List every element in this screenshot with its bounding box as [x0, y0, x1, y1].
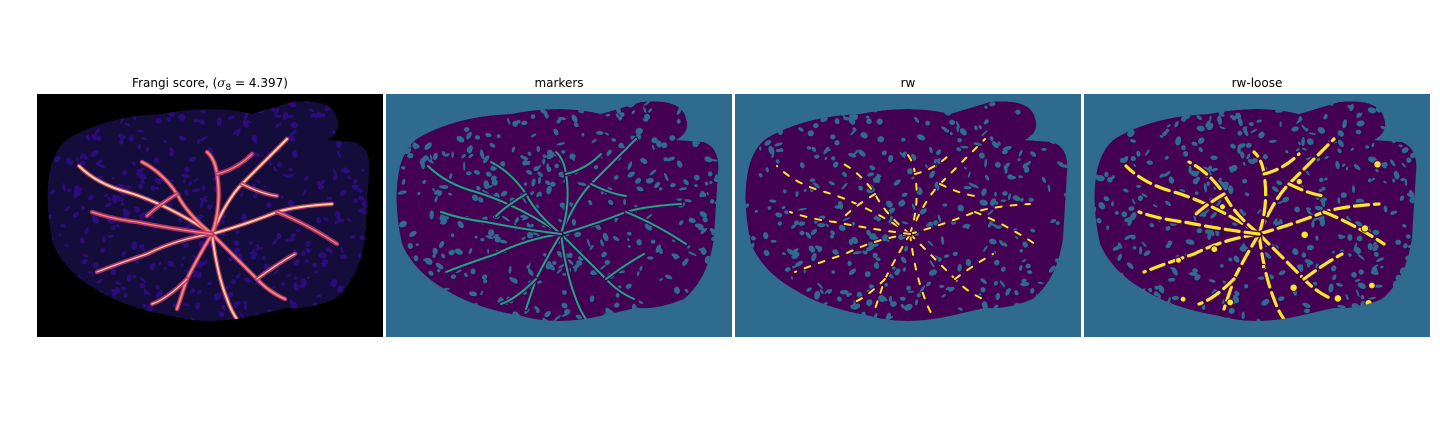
segment-blobs [1175, 160, 1382, 308]
panel-title-rw: rw [900, 76, 916, 90]
panel-title-markers: markers [534, 76, 584, 90]
vessel-network [775, 137, 1037, 322]
frangi-title-prefix: Frangi score, ( [132, 76, 218, 90]
rw-canvas [735, 94, 1081, 337]
frangi-title-suffix: = 4.397) [231, 76, 288, 90]
markers-image [386, 94, 732, 337]
tissue-region [745, 101, 1068, 322]
tissue-region [1094, 101, 1417, 322]
rw-loose-canvas [1084, 94, 1430, 337]
rw-loose-image [1084, 94, 1430, 337]
markers-canvas [386, 94, 732, 337]
frangi-score-image [37, 94, 383, 337]
tissue-region [396, 101, 719, 322]
rw-image [735, 94, 1081, 337]
sigma-subscript: 8 [225, 83, 232, 93]
vessel-network [76, 136, 340, 322]
panel-title-frangi: Frangi score, (σ8 = 4.397) [37, 76, 383, 93]
texture-speckle [1094, 101, 1417, 322]
frangi-score-canvas [37, 94, 383, 337]
panel-title-rw-loose: rw-loose [1231, 76, 1283, 90]
vessel-network [425, 136, 689, 322]
vessel-network [1123, 136, 1387, 322]
tissue-region [47, 101, 370, 322]
sigma-symbol: σ [217, 76, 226, 90]
